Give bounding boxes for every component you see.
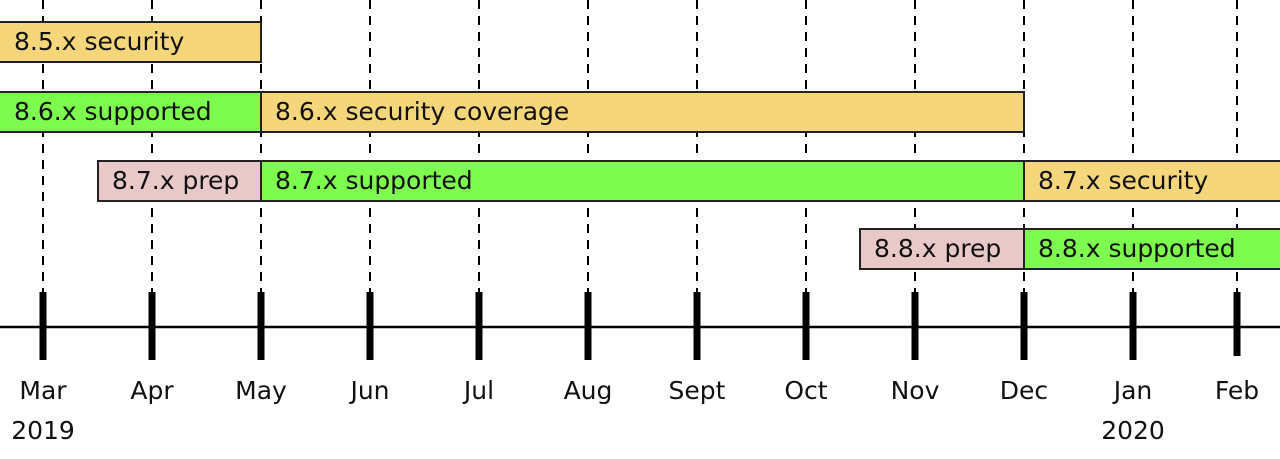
month-label: Jul [462, 376, 494, 405]
bar-label: 8.7.x supported [275, 166, 473, 195]
bar-label: 8.8.x prep [874, 234, 1001, 263]
bar-label: 8.7.x prep [112, 166, 239, 195]
year-label: 2019 [11, 416, 75, 445]
month-label: Apr [130, 376, 174, 405]
bar-supported [0, 91, 262, 133]
bar-label: 8.5.x security [14, 27, 184, 56]
bar-supported [1023, 228, 1280, 270]
bar-security [260, 91, 1025, 133]
month-label: Nov [891, 376, 940, 405]
bar-label: 8.8.x supported [1038, 234, 1236, 263]
month-label: Oct [784, 376, 827, 405]
bar-label: 8.6.x security coverage [275, 97, 569, 126]
bar-security [0, 21, 262, 63]
month-label: Sept [669, 376, 726, 405]
month-label: Dec [1000, 376, 1048, 405]
bar-label: 8.7.x security [1038, 166, 1208, 195]
month-label: May [235, 376, 287, 405]
month-label: Jan [1112, 376, 1153, 405]
bar-label: 8.6.x supported [14, 97, 212, 126]
month-label: Feb [1215, 376, 1259, 405]
month-label: Aug [564, 376, 613, 405]
month-label: Jun [348, 376, 389, 405]
bar-supported [260, 160, 1025, 202]
month-label: Mar [19, 376, 67, 405]
bar-security [1023, 160, 1280, 202]
year-label: 2020 [1101, 416, 1165, 445]
